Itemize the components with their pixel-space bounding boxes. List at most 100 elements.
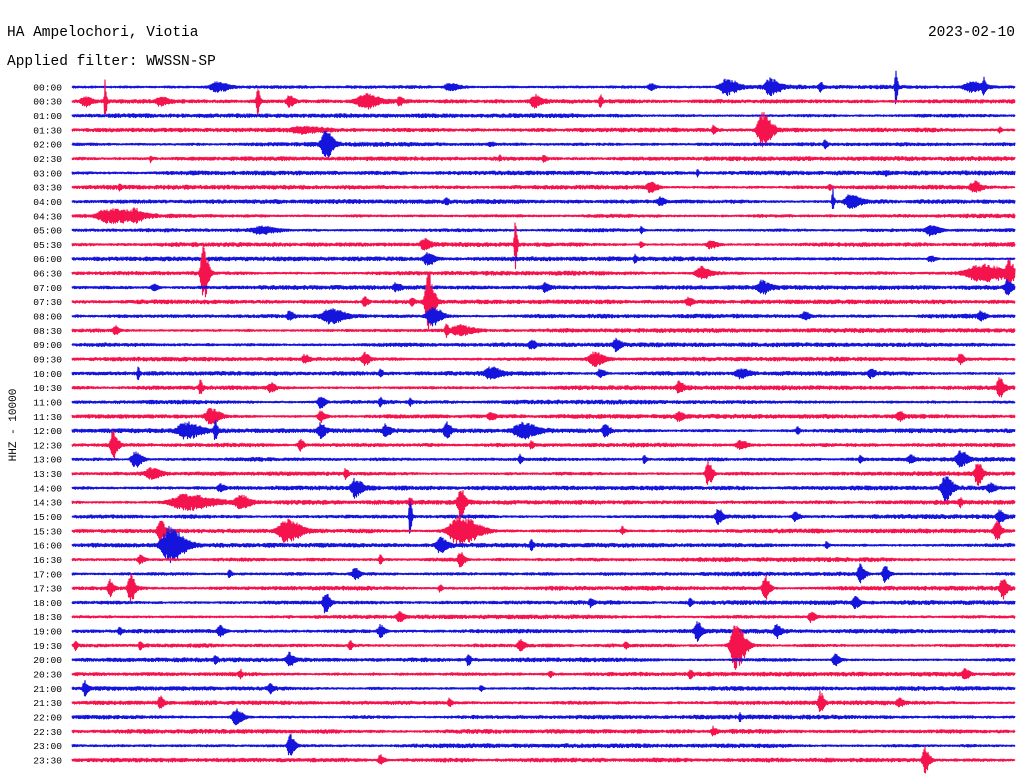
seismic-trace: [71, 610, 1016, 624]
seismic-trace: [71, 490, 1016, 519]
seismic-trace: [71, 419, 1016, 441]
seismic-trace: [71, 351, 1016, 367]
hour-label: 07:00: [33, 283, 62, 294]
seismic-trace: [71, 515, 1016, 545]
seismic-trace: [71, 377, 1016, 398]
hour-label: 02:30: [33, 154, 62, 165]
hour-label: 19:30: [33, 641, 62, 652]
hour-label: 19:00: [33, 627, 62, 638]
hour-label: 11:00: [33, 397, 62, 408]
hour-label: 05:00: [33, 226, 62, 237]
hour-label: 15:00: [33, 512, 62, 523]
station-title: HA Ampelochori, Viotia: [7, 25, 199, 41]
hour-label: 13:30: [33, 469, 62, 480]
channel-axis-label: HHZ - 10000: [8, 389, 20, 462]
seismic-traces: [71, 70, 1016, 774]
hour-label: 16:30: [33, 555, 62, 566]
hour-label: 22:00: [33, 712, 62, 723]
hour-labels: 00:00 00:30 01:00 01:30 02:00 02:30 03:00 03:30…: [33, 82, 62, 766]
hour-label: 21:30: [33, 698, 62, 709]
seismic-trace: [71, 621, 1016, 642]
hour-label: 18:00: [33, 598, 62, 609]
seismic-trace: [71, 667, 1016, 680]
hour-label: 14:00: [33, 483, 62, 494]
hour-label: 09:30: [33, 354, 62, 365]
seismic-trace: [71, 113, 1016, 119]
seismic-trace: [71, 79, 1016, 116]
seismic-trace: [71, 279, 1016, 296]
hour-label: 04:00: [33, 197, 62, 208]
hour-label: 10:00: [33, 369, 62, 380]
hour-label: 20:00: [33, 655, 62, 666]
seismic-trace: [71, 396, 1016, 409]
seismic-trace: [71, 407, 1016, 425]
seismic-trace: [71, 450, 1016, 468]
seismic-trace: [71, 246, 1016, 298]
hour-label: 23:00: [33, 741, 62, 752]
seismic-trace: [71, 207, 1016, 224]
hour-label: 10:30: [33, 383, 62, 394]
seismic-trace: [71, 70, 1016, 105]
hour-label: 13:00: [33, 455, 62, 466]
seismic-trace: [71, 337, 1016, 353]
seismic-trace: [71, 323, 1016, 338]
seismic-trace: [71, 430, 1016, 460]
hour-label: 21:00: [33, 684, 62, 695]
seismic-trace: [71, 573, 1016, 602]
seismic-trace: [71, 679, 1016, 697]
hour-label: 16:00: [33, 541, 62, 552]
hour-label: 04:30: [33, 211, 62, 222]
hour-label: 08:00: [33, 312, 62, 323]
filter-label: Applied filter: WWSSN-SP: [7, 54, 216, 70]
hour-label: 06:30: [33, 269, 62, 280]
seismic-trace: [71, 563, 1016, 584]
hour-label: 12:00: [33, 426, 62, 437]
hour-label: 09:00: [33, 340, 62, 351]
seismic-trace: [71, 651, 1016, 667]
hour-label: 23:30: [33, 755, 62, 766]
hour-label: 12:30: [33, 440, 62, 451]
hour-label: 20:30: [33, 670, 62, 681]
seismic-trace: [71, 734, 1016, 756]
seismic-trace: [71, 708, 1016, 726]
seismic-trace: [71, 366, 1016, 381]
seismic-trace: [71, 690, 1016, 712]
seismic-trace: [71, 460, 1016, 486]
hour-label: 05:30: [33, 240, 62, 251]
seismic-trace: [71, 224, 1016, 237]
hour-label: 06:00: [33, 254, 62, 265]
seismic-trace: [71, 154, 1016, 164]
seismic-trace: [71, 307, 1016, 327]
hour-label: 01:00: [33, 111, 62, 122]
seismic-trace: [71, 625, 1016, 670]
seismic-trace: [71, 500, 1016, 534]
seismic-trace: [71, 130, 1016, 159]
seismic-trace: [71, 169, 1016, 178]
seismic-trace: [71, 222, 1016, 270]
seismic-trace: [71, 552, 1016, 568]
hour-label: 17:00: [33, 569, 62, 580]
hour-label: 22:30: [33, 727, 62, 738]
hour-label: 17:30: [33, 584, 62, 595]
hour-label: 01:30: [33, 125, 62, 136]
seismic-trace: [71, 725, 1016, 737]
hour-label: 18:30: [33, 612, 62, 623]
hour-label: 00:00: [33, 82, 62, 93]
seismic-trace: [71, 476, 1016, 503]
hour-label: 14:30: [33, 498, 62, 509]
seismic-trace: [71, 112, 1016, 148]
hour-label: 11:30: [33, 412, 62, 423]
hour-label: 03:30: [33, 183, 62, 194]
hour-label: 08:30: [33, 326, 62, 337]
seismic-trace: [71, 525, 1016, 564]
hour-label: 02:00: [33, 140, 62, 151]
hour-label: 00:30: [33, 97, 62, 108]
seismic-trace: [71, 272, 1016, 330]
seismic-trace: [71, 188, 1016, 210]
seismic-trace: [71, 252, 1016, 266]
hour-label: 07:30: [33, 297, 62, 308]
record-date: 2023-02-10: [928, 25, 1015, 41]
seismic-trace: [71, 180, 1016, 194]
